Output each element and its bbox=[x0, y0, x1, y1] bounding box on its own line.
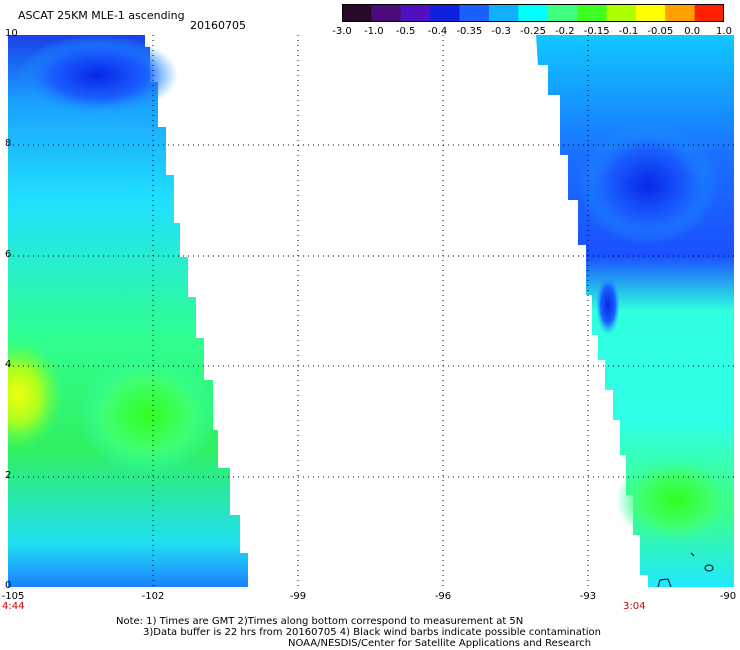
colorbar-label: -0.5 bbox=[395, 26, 416, 37]
time-left: 4:44 bbox=[2, 601, 25, 612]
colorbar-swatch bbox=[577, 4, 607, 22]
colorbar-swatch bbox=[400, 4, 431, 22]
colorbar-swatch bbox=[606, 4, 637, 22]
coastline bbox=[657, 552, 714, 587]
lon-tick-label: -99 bbox=[289, 591, 307, 602]
right-blue-region bbox=[578, 125, 718, 245]
colorbar-label: -0.3 bbox=[491, 26, 511, 37]
colorbar-label: -0.4 bbox=[427, 26, 448, 37]
right-green-region bbox=[616, 455, 734, 545]
lat-tick-label: 6 bbox=[5, 249, 12, 260]
swath-map bbox=[8, 35, 734, 587]
lat-tick-label: 8 bbox=[5, 138, 12, 149]
left-blue-region bbox=[18, 35, 178, 115]
lat-tick-label: 10 bbox=[5, 28, 18, 39]
colorbar-swatch bbox=[371, 4, 402, 22]
colorbar-swatch bbox=[665, 4, 696, 22]
colorbar bbox=[342, 4, 724, 22]
lat-tick-label: 0 bbox=[5, 580, 12, 591]
colorbar-swatch bbox=[694, 4, 724, 22]
colorbar-swatch bbox=[518, 4, 549, 22]
note-line-3: NOAA/NESDIS/Center for Satellite Applica… bbox=[288, 638, 592, 649]
map-date: 20160705 bbox=[190, 19, 246, 32]
lon-tick-label: -93 bbox=[579, 591, 597, 602]
colorbar-swatch bbox=[547, 4, 578, 22]
colorbar-label: -0.25 bbox=[520, 26, 546, 37]
colorbar-label: 1.0 bbox=[716, 26, 732, 37]
colorbar-swatch bbox=[342, 4, 372, 22]
note-line-1: Note: 1) Times are GMT 2)Times along bot… bbox=[116, 616, 524, 627]
colorbar-label: 0.0 bbox=[684, 26, 701, 37]
colorbar-label: -0.35 bbox=[456, 26, 483, 37]
lon-tick-label: -96 bbox=[434, 591, 452, 602]
colorbar-swatch bbox=[488, 4, 519, 22]
colorbar-label: -1.0 bbox=[364, 26, 384, 37]
left-green-region bbox=[78, 355, 218, 475]
colorbar-label: -0.05 bbox=[647, 26, 674, 37]
right-dark-streak bbox=[596, 275, 620, 335]
time-right: 3:04 bbox=[623, 601, 646, 612]
colorbar-label: -3.0 bbox=[332, 26, 352, 37]
lat-tick-label: 2 bbox=[5, 470, 12, 481]
colorbar-swatch bbox=[430, 4, 461, 22]
note-line-2: 3)Data buffer is 22 hrs from 20160705 4)… bbox=[143, 627, 601, 638]
colorbar-label: -0.1 bbox=[618, 26, 639, 37]
lon-tick-label: -90 bbox=[719, 591, 737, 602]
lon-tick-label: -102 bbox=[141, 591, 165, 602]
colorbar-swatch bbox=[459, 4, 490, 22]
colorbar-swatch bbox=[635, 4, 666, 22]
left-swath bbox=[8, 35, 248, 587]
map-title: ASCAT 25KM MLE-1 ascending bbox=[18, 9, 185, 22]
colorbar-label: -0.15 bbox=[583, 26, 610, 37]
colorbar-label: -0.2 bbox=[555, 26, 575, 37]
left-hotspot bbox=[8, 340, 63, 450]
lon-tick-label: -105 bbox=[1, 591, 25, 602]
lat-tick-label: 4 bbox=[5, 359, 12, 370]
